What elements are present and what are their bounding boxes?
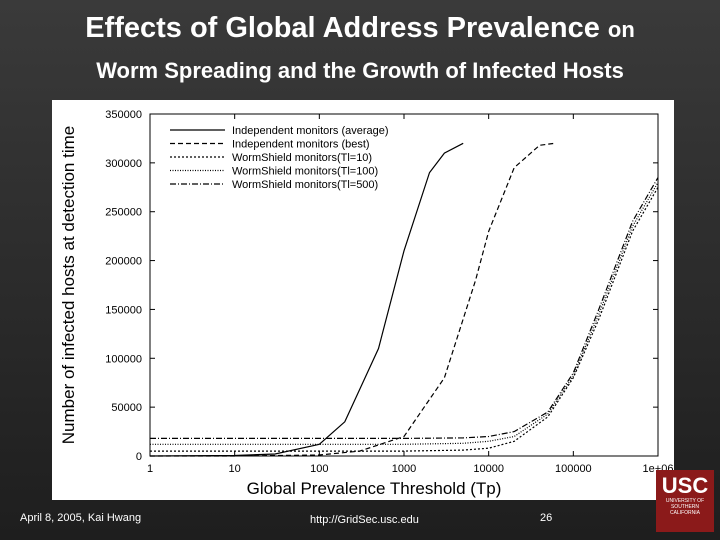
x-tick-label: 1: [147, 463, 153, 475]
chart-background: [52, 100, 674, 500]
y-tick-label: 350000: [105, 109, 142, 121]
x-tick-label: 10000: [473, 463, 504, 475]
x-tick-label: 10: [229, 463, 241, 475]
y-tick-label: 0: [136, 451, 142, 463]
x-axis-label: Global Prevalence Threshold (Tp): [247, 479, 502, 498]
legend-label: WormShield monitors(Tl=10): [232, 152, 372, 164]
x-tick-label: 100: [310, 463, 328, 475]
y-tick-label: 250000: [105, 207, 142, 219]
y-axis-label: Number of infected hosts at detection ti…: [59, 126, 78, 444]
series-line: [150, 186, 659, 452]
y-tick-label: 300000: [105, 158, 142, 170]
x-tick-label: 100000: [555, 463, 592, 475]
slide-subtitle: Worm Spreading and the Growth of Infecte…: [96, 58, 624, 83]
slide-title-suffix: on: [607, 17, 635, 42]
usc-logo: USC UNIVERSITY OF SOUTHERN CALIFORNIA: [656, 470, 714, 532]
usc-logo-mark: USC: [661, 473, 709, 498]
footer-date: April 8, 2005, Kai Hwang: [20, 512, 142, 524]
legend-label: WormShield monitors(Tl=500): [232, 179, 378, 191]
line-chart: 0 50000 100000 150000 200000 250000 300000 3500…: [52, 100, 674, 500]
usc-logo-text: UNIVERSITY OF SOUTHERN CALIFORNIA: [665, 498, 705, 516]
slide-title: Effects of Global Address Prevalence on: [0, 12, 720, 45]
x-tick-label: 1000: [392, 463, 416, 475]
y-tick-label: 100000: [105, 353, 142, 365]
legend-label: Independent monitors (best): [232, 139, 370, 151]
series-line: [150, 142, 555, 457]
y-tick-label: 50000: [111, 402, 142, 414]
y-tick-label: 150000: [105, 304, 142, 316]
series-line: [150, 177, 659, 439]
y-tick-label: 200000: [105, 256, 142, 268]
slide-title-main: Effects of Global Address Prevalence: [85, 12, 600, 44]
series-line: [149, 142, 464, 457]
footer-page-number: 26: [540, 512, 553, 524]
legend-label: WormShield monitors(Tl=100): [232, 166, 378, 178]
legend-label: Independent monitors (average): [232, 125, 389, 137]
footer-url[interactable]: http://GridSec.usc.edu: [310, 514, 419, 526]
